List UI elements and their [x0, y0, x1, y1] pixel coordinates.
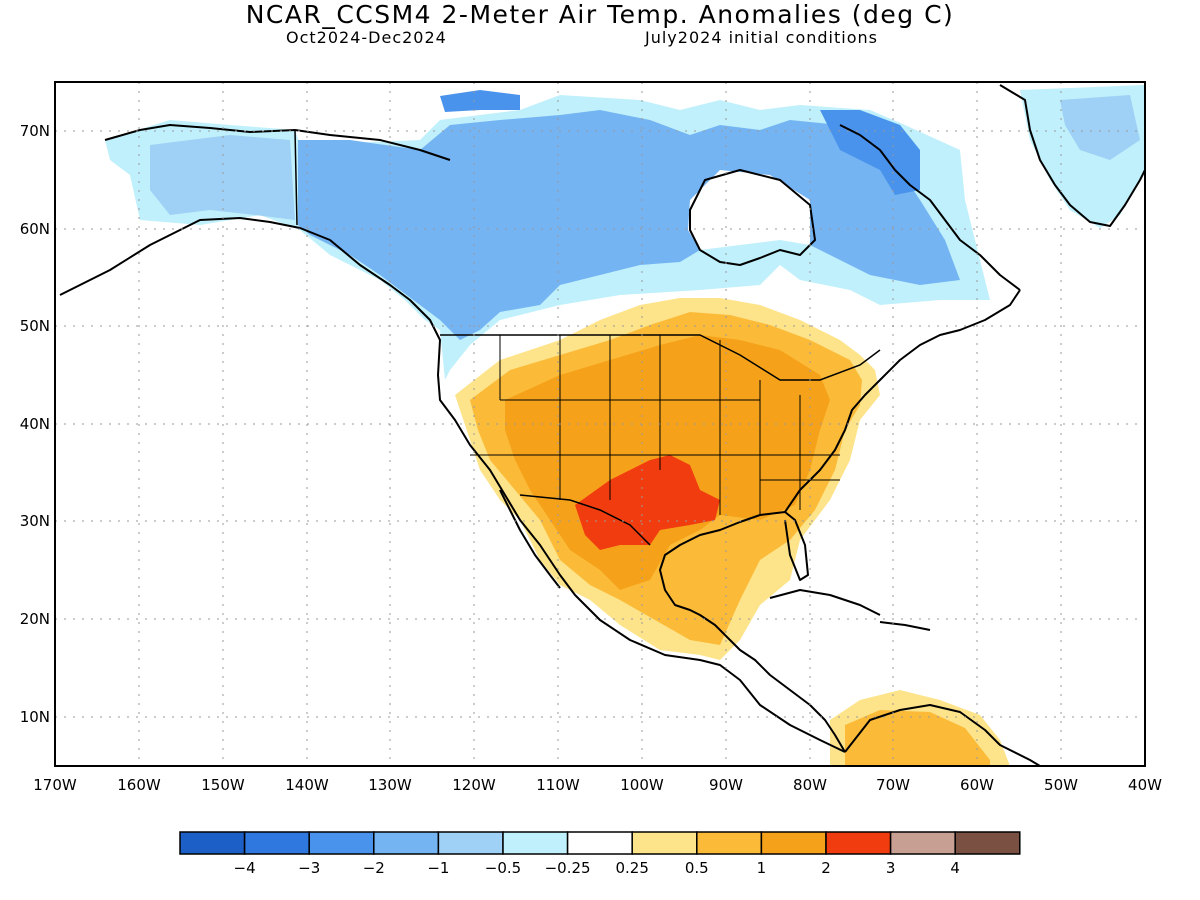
lat-label: 30N	[20, 512, 50, 530]
cold-strong-region	[820, 110, 920, 195]
colorbar-label: −4	[234, 859, 256, 877]
longitude-labels: 170W 160W 150W 140W 130W 120W 110W 100W …	[33, 776, 1162, 794]
border-us-canada	[440, 334, 881, 381]
lat-label: 40N	[20, 415, 50, 433]
lat-label: 60N	[20, 220, 50, 238]
lon-label: 50W	[1044, 776, 1078, 794]
gridlines	[55, 82, 1145, 766]
map-plot-area	[55, 82, 1145, 766]
border-alaska-canada	[294, 129, 298, 226]
state-borders	[470, 335, 840, 515]
anomaly-shading	[105, 85, 1145, 766]
cold-region-greenland-mid	[1060, 95, 1140, 160]
colorbar-swatches	[179, 831, 1021, 855]
coast-hispaniola	[879, 621, 931, 631]
lat-label: 10N	[20, 708, 50, 726]
lon-label: 130W	[368, 776, 412, 794]
colorbar-swatch	[308, 831, 375, 855]
colorbar-swatch	[437, 831, 504, 855]
colorbar-swatch	[825, 831, 892, 855]
colorbar-swatch	[631, 831, 698, 855]
colorbar-swatch	[373, 831, 440, 855]
lon-label: 100W	[620, 776, 664, 794]
lon-label: 90W	[709, 776, 743, 794]
lon-label: 140W	[285, 776, 329, 794]
colorbar-label: −1	[427, 859, 449, 877]
lon-label: 70W	[876, 776, 910, 794]
lat-label: 20N	[20, 610, 50, 628]
colorbar-labels: −4 −3 −2 −1 −0.5 −0.25 0.25 0.5 1 2 3 4	[234, 859, 960, 877]
forecast-period: Oct2024-Dec2024	[286, 28, 447, 47]
cold-strong-region-west	[440, 90, 520, 112]
hot-region	[575, 455, 720, 550]
colorbar-label: 1	[757, 859, 767, 877]
colorbar-swatch	[696, 831, 763, 855]
colorbar-label: 3	[886, 859, 896, 877]
lon-label: 160W	[117, 776, 161, 794]
colorbar-swatch	[889, 831, 956, 855]
cold-region-alaska	[150, 135, 295, 220]
lon-label: 150W	[201, 776, 245, 794]
coast-east	[784, 289, 1021, 513]
lon-label: 60W	[960, 776, 994, 794]
colorbar-label: −0.25	[545, 859, 591, 877]
coast-labrador	[839, 124, 1021, 291]
coast-gulf	[659, 511, 846, 753]
coast-alaska	[59, 217, 846, 753]
coast-greenland	[999, 84, 1145, 227]
coast-south-america	[844, 704, 1041, 766]
colorbar-label: 4	[950, 859, 960, 877]
lon-label: 120W	[452, 776, 496, 794]
coast-cuba	[769, 589, 881, 616]
coast-baja	[499, 489, 561, 589]
colorbar-label: −2	[363, 859, 385, 877]
colorbar-label: 0.5	[685, 859, 709, 877]
lon-label: 110W	[536, 776, 580, 794]
colorbar-label: 0.25	[615, 859, 648, 877]
colorbar-swatch	[179, 831, 246, 855]
colorbar-label: −0.5	[485, 859, 521, 877]
warm-region-south-america-mid	[845, 710, 990, 766]
border-us-mexico	[519, 494, 651, 546]
colorbar-swatch	[954, 831, 1021, 855]
colorbar-swatch	[566, 831, 633, 855]
hudson-bay	[688, 170, 810, 250]
cold-region-canada	[298, 110, 960, 340]
colorbar-swatch	[502, 831, 569, 855]
latitude-labels: 70N 60N 50N 40N 30N 20N 10N	[20, 122, 50, 726]
colorbar: −4 −3 −2 −1 −0.5 −0.25 0.25 0.5 1 2 3 4	[179, 831, 1021, 877]
colorbar-label: −3	[298, 859, 320, 877]
lon-label: 170W	[33, 776, 77, 794]
colorbar-swatch	[760, 831, 827, 855]
lat-label: 50N	[20, 317, 50, 335]
initial-conditions: July2024 initial conditions	[645, 28, 878, 47]
lon-label: 40W	[1128, 776, 1162, 794]
lat-label: 70N	[20, 122, 50, 140]
map-title: NCAR_CCSM4 2-Meter Air Temp. Anomalies (…	[245, 0, 955, 29]
political-borders	[294, 129, 881, 546]
lon-label: 80W	[793, 776, 827, 794]
colorbar-swatch	[243, 831, 310, 855]
colorbar-label: 2	[821, 859, 831, 877]
map-frame	[54, 81, 1146, 767]
coast-hudson-bay	[689, 169, 816, 266]
